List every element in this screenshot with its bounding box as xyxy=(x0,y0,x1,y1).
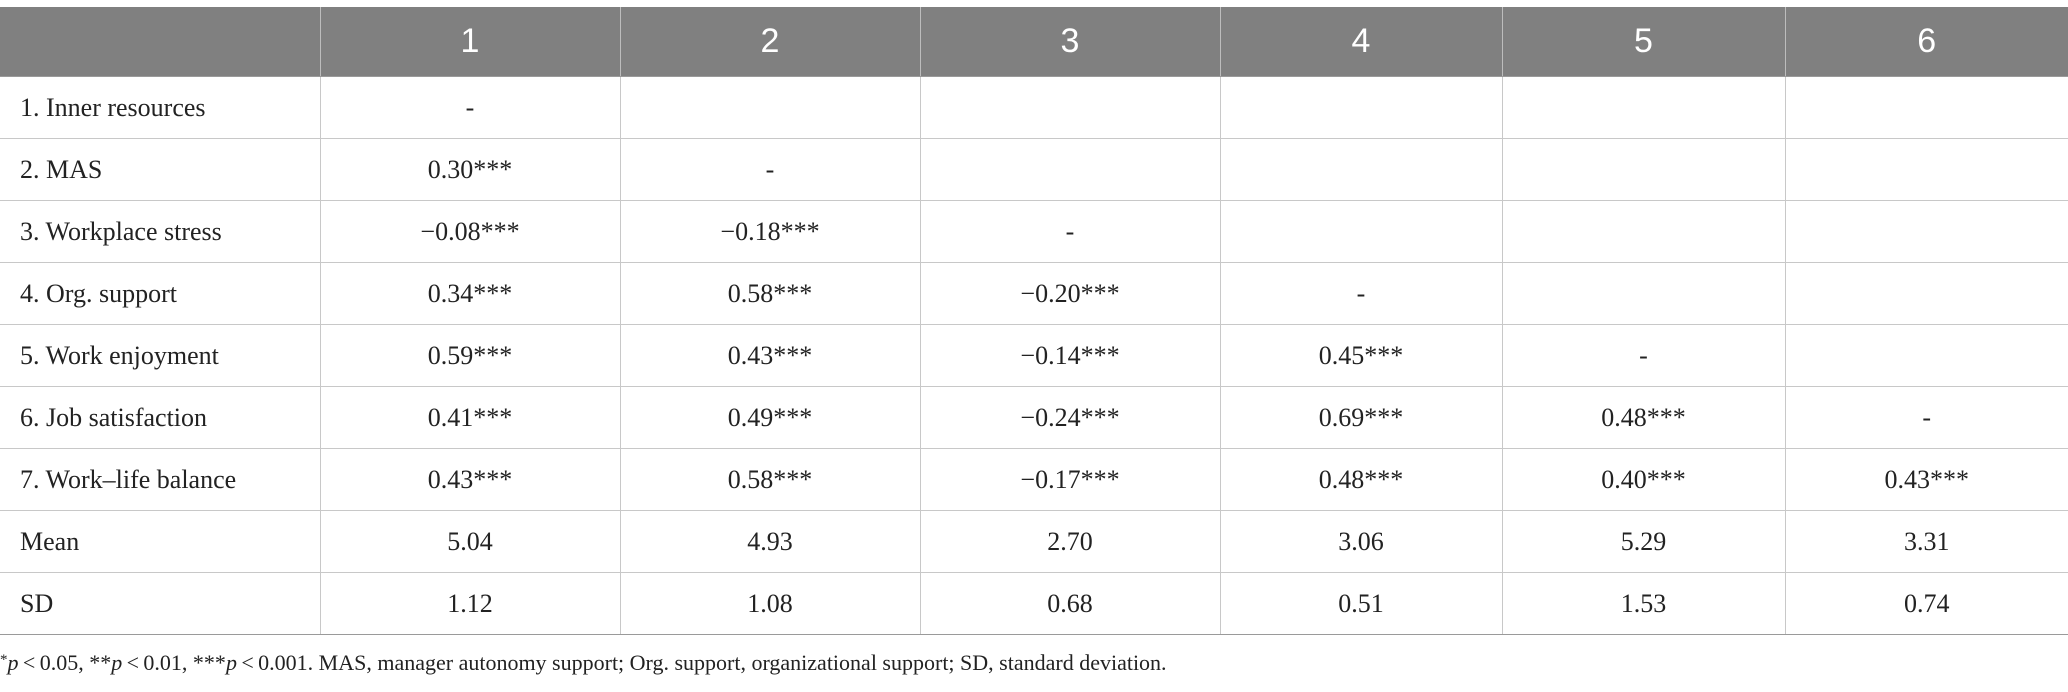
table-cell: 0.45*** xyxy=(1220,324,1503,387)
row-label: 4. Org. support xyxy=(0,262,321,325)
table-cell xyxy=(1220,200,1503,263)
header-cell-col-5: 5 xyxy=(1502,7,1786,77)
row-label: Mean xyxy=(0,510,321,573)
table-cell: 0.30*** xyxy=(320,138,621,201)
table-cell: 5.04 xyxy=(320,510,621,573)
table-cell: 0.41*** xyxy=(320,386,621,449)
table-row: SD 1.12 1.08 0.68 0.51 1.53 0.74 xyxy=(0,572,2068,635)
table-body: 1. Inner resources -2. MAS 0.30*** -3. Work… xyxy=(0,76,2068,635)
table-cell: 0.59*** xyxy=(320,324,621,387)
header-cell-col-6: 6 xyxy=(1785,7,2068,77)
table-cell xyxy=(1785,138,2068,201)
footnote-text-3: < 0.001. MAS, manager autonomy support; … xyxy=(236,650,1167,675)
table-cell: - xyxy=(320,76,621,139)
table-row: 1. Inner resources - xyxy=(0,76,2068,139)
table-cell: 0.48*** xyxy=(1220,448,1503,511)
row-label: 2. MAS xyxy=(0,138,321,201)
table-cell xyxy=(1785,262,2068,325)
table-cell: - xyxy=(1785,386,2068,449)
row-label: 6. Job satisfaction xyxy=(0,386,321,449)
table-row: 2. MAS 0.30*** - xyxy=(0,138,2068,201)
table-cell: 0.49*** xyxy=(620,386,921,449)
footnote-text-1: < 0.05, ** xyxy=(18,650,112,675)
table-row: 4. Org. support 0.34*** 0.58*** −0.20*** - xyxy=(0,262,2068,325)
footnote-p-var-3: p xyxy=(225,650,237,675)
table-cell xyxy=(1502,138,1786,201)
header-cell-col-2: 2 xyxy=(620,7,921,77)
footnote-star-1: * xyxy=(0,652,8,668)
table-cell: 0.68 xyxy=(920,572,1221,635)
table-row: 5. Work enjoyment 0.59*** 0.43*** −0.14*** 0… xyxy=(0,324,2068,387)
table-cell: 5.29 xyxy=(1502,510,1786,573)
table-row: 7. Work–life balance 0.43*** 0.58*** −0.17*… xyxy=(0,448,2068,511)
table-cell: −0.14*** xyxy=(920,324,1221,387)
table-cell: 0.51 xyxy=(1220,572,1503,635)
table-cell xyxy=(1220,76,1503,139)
table-cell: 0.58*** xyxy=(620,448,921,511)
table-cell: 1.12 xyxy=(320,572,621,635)
table-cell: 4.93 xyxy=(620,510,921,573)
table-cell: −0.20*** xyxy=(920,262,1221,325)
table-cell: 0.58*** xyxy=(620,262,921,325)
table-cell xyxy=(920,76,1221,139)
table-cell: 0.69*** xyxy=(1220,386,1503,449)
footnote-p-var-2: p xyxy=(111,650,123,675)
table-cell xyxy=(1785,324,2068,387)
table-cell: 1.53 xyxy=(1502,572,1786,635)
row-label: SD xyxy=(0,572,321,635)
table-cell: 0.34*** xyxy=(320,262,621,325)
table-cell: - xyxy=(920,200,1221,263)
table-cell: 0.43*** xyxy=(620,324,921,387)
table-cell: −0.17*** xyxy=(920,448,1221,511)
header-cell-empty xyxy=(0,7,321,77)
table-cell: 0.43*** xyxy=(320,448,621,511)
table-footnote: *p < 0.05, **p < 0.01, ***p < 0.001. MAS… xyxy=(0,646,1167,677)
table-cell xyxy=(1785,200,2068,263)
table-cell: - xyxy=(1502,324,1786,387)
table-cell xyxy=(1220,138,1503,201)
row-label: 1. Inner resources xyxy=(0,76,321,139)
row-label: 5. Work enjoyment xyxy=(0,324,321,387)
table-cell: 0.74 xyxy=(1785,572,2068,635)
header-cell-col-4: 4 xyxy=(1220,7,1503,77)
table-row: 3. Workplace stress −0.08*** −0.18*** - xyxy=(0,200,2068,263)
table-cell: 3.31 xyxy=(1785,510,2068,573)
table-cell xyxy=(1502,262,1786,325)
header-cell-col-1: 1 xyxy=(320,7,621,77)
table-cell xyxy=(1502,76,1786,139)
header-cell-col-3: 3 xyxy=(920,7,1221,77)
table-cell xyxy=(620,76,921,139)
table-cell xyxy=(920,138,1221,201)
table-cell: - xyxy=(1220,262,1503,325)
table-cell xyxy=(1785,76,2068,139)
table-cell: 2.70 xyxy=(920,510,1221,573)
table-row: Mean 5.04 4.93 2.70 3.06 5.29 3.31 xyxy=(0,510,2068,573)
table-cell: −0.08*** xyxy=(320,200,621,263)
table-cell: −0.24*** xyxy=(920,386,1221,449)
table-cell: 0.40*** xyxy=(1502,448,1786,511)
footnote-p-var-1: p xyxy=(7,650,19,675)
row-label: 3. Workplace stress xyxy=(0,200,321,263)
table-row: 6. Job satisfaction 0.41*** 0.49*** −0.24**… xyxy=(0,386,2068,449)
row-label: 7. Work–life balance xyxy=(0,448,321,511)
table-cell xyxy=(1502,200,1786,263)
table-cell: −0.18*** xyxy=(620,200,921,263)
table-cell: 0.48*** xyxy=(1502,386,1786,449)
footnote-text-2: < 0.01, *** xyxy=(122,650,226,675)
table-cell: 3.06 xyxy=(1220,510,1503,573)
table-cell: 0.43*** xyxy=(1785,448,2068,511)
table-cell: 1.08 xyxy=(620,572,921,635)
table-cell: - xyxy=(620,138,921,201)
